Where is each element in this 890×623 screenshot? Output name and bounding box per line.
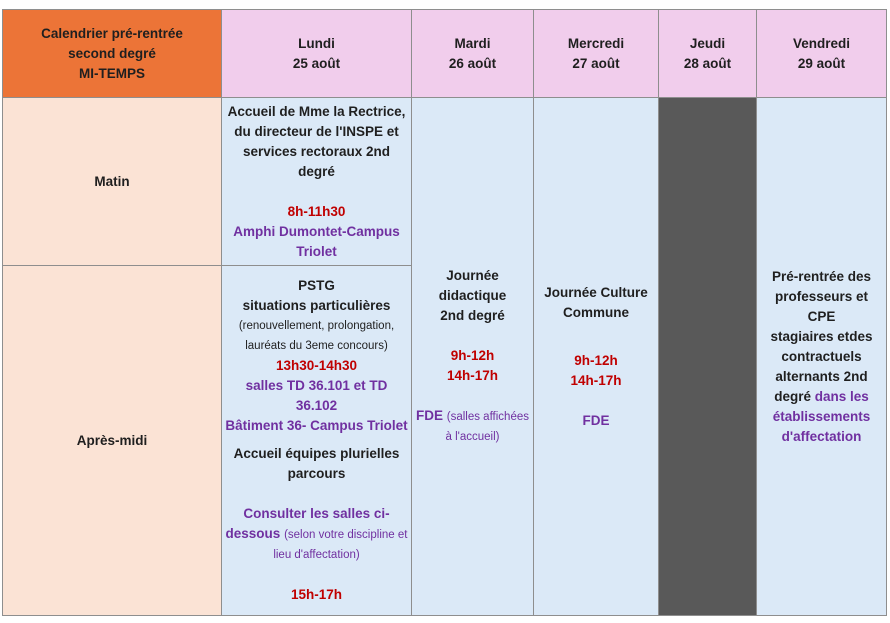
morning-row: Matin Accueil de Mme la Rectrice, du dir… [2,97,887,616]
day-header-vendredi: Vendredi 29 août [756,9,887,98]
event-heading: Commune [562,304,629,320]
event-time: 9h-12h [574,352,618,368]
lundi-morning-cell: Accueil de Mme la Rectrice, du directeur… [221,97,412,266]
day-header-lundi: Lundi 25 août [221,9,412,98]
event-heading: contractuels [781,348,862,364]
event-place: salles TD 36.101 et TD 36.102 [245,378,388,413]
day-name: Lundi [298,35,335,51]
event-note: (renouvellement, prolongation, [238,320,395,332]
event-place: d'affectation [781,428,862,444]
title-line-1: Calendrier pré-rentrée [41,25,183,41]
event-heading-last-line: degré dans les [760,387,883,407]
event-heading: stagiaires etdes [770,328,873,344]
day-header-jeudi: Jeudi 28 août [658,9,757,98]
mardi-cell: Journée didactique 2nd degré 9h-12h 14h-… [411,97,534,616]
event-heading: Journée Culture [544,284,648,300]
event-time: 15h-17h [290,587,343,602]
calendar-title: Calendrier pré-rentrée second degré MI-T… [2,9,222,98]
event-time: 9h-12h [450,348,495,363]
event-consult: Consulter les salles ci- [243,506,390,521]
event-note: (selon votre discipline et [284,529,408,541]
day-name: Mercredi [567,35,625,51]
calendar-table: Calendrier pré-rentrée second degré MI-T… [2,9,887,616]
event-heading: services rectoraux 2nd degré [242,143,391,179]
header-row: Calendrier pré-rentrée second degré MI-T… [2,9,887,98]
lundi-afternoon-cell: PSTG situations particulières (renouvell… [221,265,412,616]
event-heading: du directeur de l'INSPE et [234,123,399,139]
event-time: 14h-17h [570,372,622,388]
day-date: 25 août [292,55,341,71]
event-heading: 2nd degré [440,308,505,323]
event-note: à l'accueil) [445,431,500,443]
event-heading: didactique [438,288,507,303]
event-heading: professeurs et CPE [774,288,869,324]
vendredi-cell: Pré-rentrée des professeurs et CPE stagi… [756,97,887,616]
event-place: Amphi Dumontet-Campus [233,223,400,239]
day-header-mercredi: Mercredi 27 août [533,9,659,98]
event-place-line: FDE (salles affichées [415,406,530,427]
event-heading: situations particulières [242,298,391,313]
event-note: lauréats du 3eme concours) [245,340,388,352]
day-header-mardi: Mardi 26 août [411,9,534,98]
event-heading: alternants 2nd [775,368,868,384]
row-label-matin: Matin [2,97,222,266]
event-heading: Accueil équipes plurielles [233,446,400,461]
event-time: 8h-11h30 [287,203,346,219]
row-label-apres-midi: Après-midi [2,265,222,616]
day-name: Mardi [454,35,491,51]
event-heading: Accueil de Mme la Rectrice, [227,103,406,119]
event-place: Triolet [296,243,337,259]
day-date: 27 août [572,55,620,71]
event-time: 13h30-14h30 [275,358,358,373]
day-name: Jeudi [689,35,726,51]
event-place: FDE [582,412,610,428]
event-heading: PSTG [298,278,335,293]
day-name: Vendredi [792,35,851,51]
event-place: Bâtiment 36- Campus Triolet [225,418,408,433]
event-heading: degré [774,388,811,404]
event-consult-line: dessous (selon votre discipline et [225,524,408,545]
event-place: FDE [415,408,443,423]
event-heading: Journée [446,268,499,283]
event-place: dans les [814,388,869,404]
event-place: établissements [772,408,871,424]
title-line-3: MI-TEMPS [79,65,145,81]
event-heading: parcours [287,466,346,481]
afternoon-row: Après-midi PSTG situations particulières… [2,265,887,616]
day-date: 28 août [683,55,732,71]
event-note: (salles affichées [446,411,529,423]
event-heading: Pré-rentrée des [771,268,872,284]
day-date: 29 août [797,55,846,71]
event-consult: dessous [225,526,281,541]
day-date: 26 août [448,55,497,71]
event-time: 14h-17h [446,368,499,383]
event-note: lieu d'affectation) [273,549,360,561]
jeudi-closed-cell [658,97,757,616]
mercredi-cell: Journée Culture Commune 9h-12h 14h-17h F… [533,97,659,616]
title-line-2: second degré [68,45,156,61]
